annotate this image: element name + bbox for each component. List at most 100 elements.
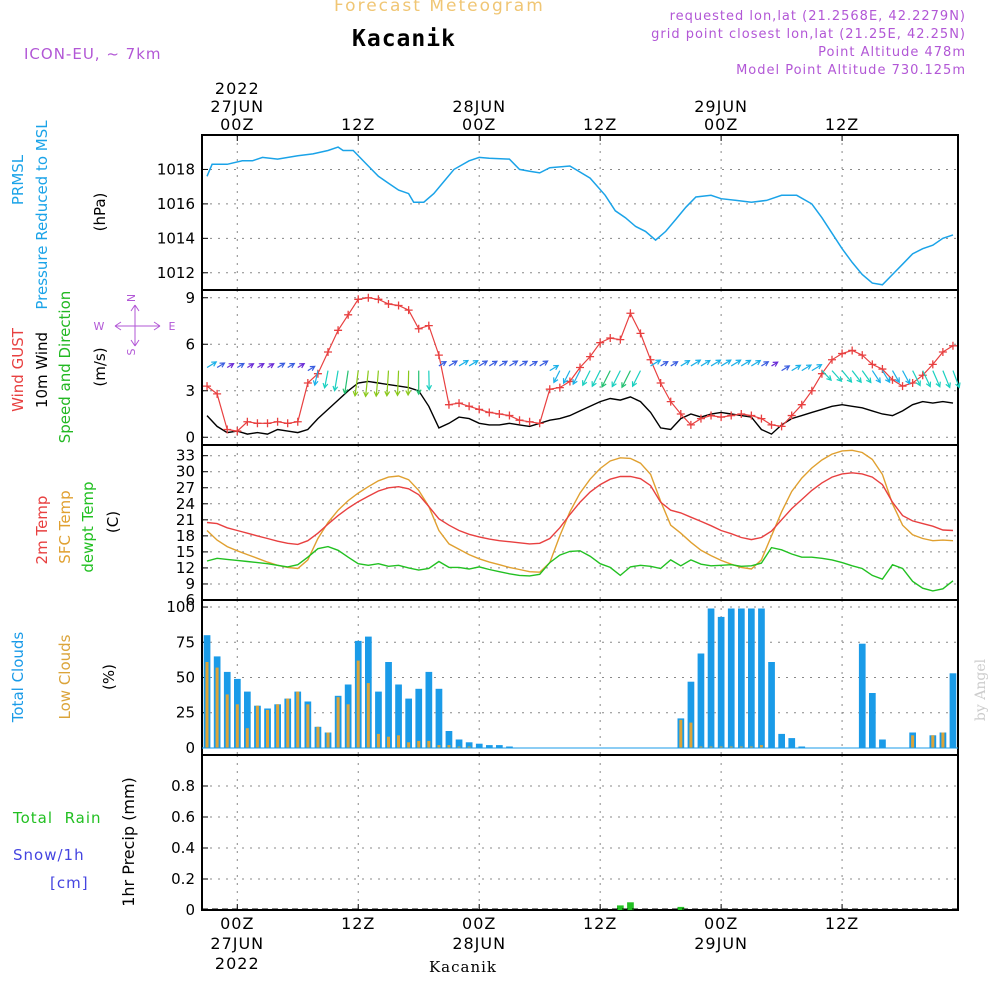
low-cloud-bar [296, 691, 300, 748]
rain-bar [627, 902, 634, 911]
gust-marker [948, 341, 957, 350]
time-label-top: 27JUN [210, 97, 264, 116]
wind-arrow-head [238, 362, 245, 369]
panel-frame-temperature [201, 444, 959, 601]
gust-marker [727, 411, 736, 420]
time-label-top: 28JUN [452, 97, 506, 116]
total-cloud-bar [687, 681, 695, 748]
wind-direction-arrow [553, 370, 561, 383]
wind-arrow-head [846, 376, 853, 383]
total-cloud-bar [869, 693, 876, 748]
clouds-unit: (%) [100, 664, 118, 690]
wind-direction-arrow [902, 370, 911, 385]
low-cloud-bar [457, 746, 461, 748]
wind-arrow-head [582, 380, 588, 387]
gust-marker [293, 417, 302, 426]
time-label-bottom: 12Z [341, 914, 375, 933]
gust-marker [203, 382, 212, 391]
low-cloud-bar [427, 740, 431, 748]
requested-coords: requested lon,lat (21.2568E, 42.2279N) [669, 9, 966, 24]
wind-speed-line [206, 380, 954, 435]
time-label-top: 12Z [583, 115, 617, 134]
low-cloud-bar [255, 705, 259, 748]
wind-direction-arrow [563, 370, 571, 384]
wind-arrow-head [816, 364, 823, 370]
low-cloud-bar [356, 660, 360, 748]
temp-ylabel: 2m Temp [33, 496, 51, 565]
total-cloud-bar [788, 738, 796, 748]
gust-marker [505, 411, 514, 420]
wind-arrow-head [228, 362, 235, 369]
time-label-bottom: 12Z [825, 914, 859, 933]
total-cloud-bar [707, 608, 715, 748]
wind-direction-arrow [324, 370, 329, 388]
wind-arrow-head [491, 360, 498, 366]
gust-marker [787, 411, 796, 420]
wind-arrow-head [905, 378, 911, 385]
low-cloud-bar [679, 719, 683, 748]
wind-direction-arrow [375, 370, 379, 397]
wind-direction-arrow [922, 370, 931, 387]
wind-arrow-head [704, 359, 711, 366]
low-cloud-bar [417, 740, 421, 748]
gust-marker [364, 293, 373, 302]
gust-marker [525, 417, 534, 426]
snow-label: Snow/1h [13, 846, 85, 864]
wind-arrow-head [856, 377, 862, 384]
gust-marker [707, 411, 716, 420]
y-tick-label: 100 [166, 598, 195, 616]
wind-direction-arrow [529, 360, 538, 367]
low-cloud-bar [276, 704, 280, 748]
gust-marker [374, 295, 383, 304]
snow-unit-label: [cm] [50, 874, 89, 892]
wind-arrow-head [795, 364, 802, 370]
y-tick-label: 1012 [157, 264, 195, 282]
gust-marker [424, 321, 433, 330]
low-cloud-bar [326, 732, 330, 748]
gust-marker [394, 301, 403, 310]
compass-north: N [125, 294, 138, 302]
wind-direction-arrow [660, 361, 669, 367]
wind-arrow-head [662, 360, 669, 367]
model-altitude: Model Point Altitude 730.125m [736, 63, 966, 78]
low-cloud-bar [759, 745, 763, 748]
wind-direction-arrow [334, 370, 339, 391]
gust-marker [555, 383, 564, 392]
wind-arrow-head [522, 360, 529, 366]
low-cloud-bar [387, 736, 390, 748]
rain-bar [617, 905, 624, 910]
wind-arrow-head [352, 390, 359, 398]
total-cloud-bar [244, 691, 251, 748]
total-cloud-bar [455, 739, 463, 748]
wind-arrow-head [925, 381, 932, 388]
wind-direction-arrow [549, 364, 559, 372]
total-cloud-bar [879, 739, 886, 748]
wind-direction-arrow [396, 370, 400, 396]
gust-marker [646, 355, 655, 364]
time-label-top: 00Z [704, 115, 738, 134]
wind-arrow-head [258, 362, 265, 369]
wind-direction-arrow [601, 370, 611, 388]
gust-marker [626, 309, 635, 318]
gust-marker [495, 410, 504, 418]
wind-direction-arrow [690, 359, 701, 367]
location-title: Kacanik [352, 26, 456, 52]
y-tick-label: 1018 [157, 160, 195, 178]
wind-arrow-head [784, 365, 791, 371]
gust-marker [263, 419, 272, 428]
y-tick-label: 0.4 [171, 839, 195, 857]
wind-arrow-head [405, 390, 412, 397]
wind-direction-arrow [942, 370, 951, 388]
wind-direction-ylabel: Speed and Direction [56, 291, 74, 444]
low-cloud-bar [941, 732, 945, 748]
low-cloud-bar [447, 745, 451, 748]
time-label-bottom: 00Z [220, 914, 254, 933]
time-label-top: 2022 [215, 79, 260, 98]
wind-direction-arrow [952, 370, 960, 388]
gust-marker [676, 410, 685, 418]
wind-direction-arrow [386, 370, 390, 396]
wind-arrow-head [945, 382, 951, 389]
wind-arrow-head [299, 362, 306, 369]
wind-arrow-head [885, 377, 891, 384]
total-cloud-bar [858, 643, 866, 748]
